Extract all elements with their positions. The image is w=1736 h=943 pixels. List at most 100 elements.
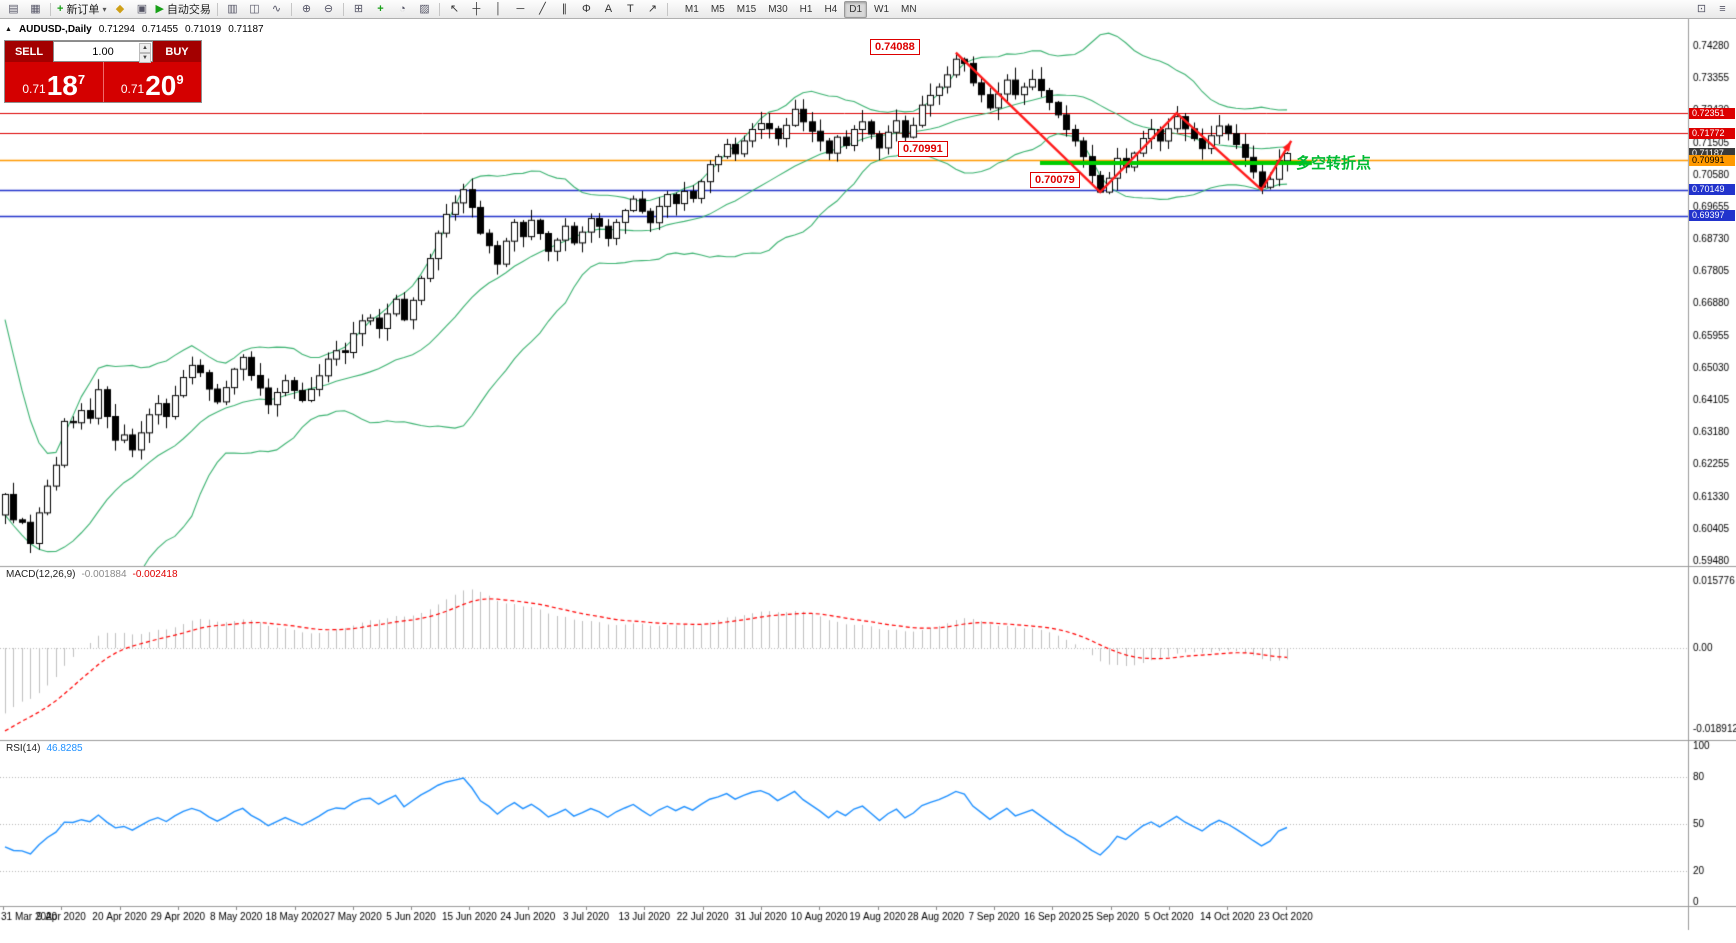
timeframe-m5-button[interactable]: M5 [710,3,725,15]
indicators-button[interactable]: + [370,1,391,17]
macd-signal-value: -0.002418 [132,569,178,580]
axis-badge-0.71772: 0.71772 [1689,127,1735,139]
fibonacci-button[interactable]: Φ [576,1,597,17]
lot-decrease-button[interactable]: ▼ [139,53,151,63]
cursor-button[interactable]: ↖ [444,1,465,17]
menu-icon: ≡ [1719,2,1726,15]
autotrading-label: 自动交易 [166,4,211,16]
trendline-icon: ╱ [539,2,546,15]
new-order-icon: + [57,2,64,15]
macd-name: MACD(12,26,9) [6,569,76,580]
docking-icon: ⊡ [1696,2,1707,15]
text-icon: A [604,2,613,15]
zoom-in-button[interactable]: ⊕ [296,1,317,17]
axis-badge-0.70149: 0.70149 [1689,184,1735,196]
timeframe-m30-button[interactable]: M30 [768,3,788,15]
horizontal-line-button[interactable]: ─ [510,1,531,17]
toolbar-separator [438,2,440,16]
periods-button[interactable]: ◔ [392,1,413,17]
buy-price-prefix: 0.71 [120,82,145,96]
toolbar-separator [666,2,668,16]
annotation-low-price[interactable]: 0.70079 [1030,172,1080,188]
templates-button[interactable]: ▨ [414,1,435,17]
macd-main-value: -0.001884 [81,569,127,580]
lot-size-input[interactable] [77,45,129,58]
zoom-out-button[interactable]: ⊖ [318,1,339,17]
timeframe-m15-button[interactable]: M15 [736,3,757,15]
bars-mode-button[interactable]: ▥ [222,1,243,17]
timeframe-m1-button[interactable]: M1 [684,3,699,15]
new-order-label: 新订单 [66,4,100,16]
autotrading-button[interactable]: ▶ 自动交易 [153,1,212,17]
periods-icon: ◔ [399,2,406,15]
timeframe-mn-button[interactable]: MN [901,3,917,15]
trendline-button[interactable]: ╱ [532,1,553,17]
horizontal-line-icon: ─ [516,2,525,15]
axis-badge-0.72351: 0.72351 [1689,107,1735,119]
profiles-button[interactable]: ▦ [25,1,46,17]
ohlc-high: 0.71455 [141,24,179,35]
symbol-period-label: AUDUSD-,Daily [18,24,92,35]
profiles-icon: ▦ [30,2,41,15]
rsi-name: RSI(14) [6,743,41,754]
axis-badge-0.69397: 0.69397 [1689,210,1735,222]
candles-mode-button[interactable]: ◫ [244,1,265,17]
rsi-header: RSI(14) 46.8285 [6,743,83,754]
macd-header: MACD(12,26,9) -0.001884 -0.002418 [6,569,178,580]
one-click-trading-panel: SELL ▲ ▼ BUY 0.71 18 7 0.71 20 9 [4,40,202,103]
text-label-button[interactable]: T [620,1,641,17]
buy-price-button[interactable]: 0.71 20 9 [104,62,202,102]
annotation-turning-point-note[interactable]: 多空转折点 [1296,155,1372,172]
fibonacci-icon: Φ [582,2,591,15]
buy-button[interactable]: BUY [153,41,201,62]
sell-price-button[interactable]: 0.71 18 7 [5,62,104,102]
annotation-support-price[interactable]: 0.70991 [898,141,948,157]
zoom-out-icon: ⊖ [323,2,334,15]
main-toolbar: ▤ ▦ + 新订单 ▾ ◆ ▣ ▶ 自动交易 ▥ ◫ ∿ ⊕ ⊖ ⊞ + ◔ ▨ ↖ ┼ │ ─ ╱ ∥ Φ A T ↗ M1 M5 M15… [0,0,1736,19]
lot-increase-button[interactable]: ▲ [139,43,151,53]
axis-badge-0.71187: 0.71187 [1689,148,1735,160]
mailbox-button[interactable]: ▣ [131,1,152,17]
toolbar-right-group: ⊡ ≡ [1691,1,1733,17]
timeframe-w1-button[interactable]: W1 [874,3,890,15]
toolbar-separator [216,2,218,16]
tile-windows-button[interactable]: ⊞ [348,1,369,17]
arrows-icon: ↗ [647,2,658,15]
indicators-icon: + [377,2,384,15]
candles-mode-icon: ◫ [249,2,260,15]
line-mode-button[interactable]: ∿ [266,1,287,17]
channel-button[interactable]: ∥ [554,1,575,17]
timeframe-group: M1 M5 M15 M30 H1 H4 D1 W1 MN [680,0,922,18]
ohlc-open: 0.71294 [98,24,135,35]
axis-badge-0.70991: 0.70991 [1689,154,1735,166]
sell-price-big: 18 [46,70,78,101]
sell-button[interactable]: SELL [5,41,53,62]
crosshair-icon: ┼ [472,2,481,15]
timeframe-h1-button[interactable]: H1 [799,3,813,15]
one-click-collapse-icon[interactable]: ▲ [5,26,12,33]
crosshair-button[interactable]: ┼ [466,1,487,17]
text-button[interactable]: A [598,1,619,17]
arrows-button[interactable]: ↗ [642,1,663,17]
ohlc-low: 0.71019 [185,24,222,35]
menu-button[interactable]: ≡ [1712,1,1733,17]
new-chart-button[interactable]: ▤ [3,1,24,17]
cursor-icon: ↖ [449,2,460,15]
buy-price-big: 20 [145,70,177,101]
timeframe-h4-button[interactable]: H4 [824,3,838,15]
rsi-value: 46.8285 [46,743,83,754]
new-order-button[interactable]: + 新订单 ▾ [55,1,108,17]
channel-icon: ∥ [561,2,568,15]
sell-price-prefix: 0.71 [22,82,46,96]
vertical-line-button[interactable]: │ [488,1,509,17]
docking-button[interactable]: ⊡ [1691,1,1712,17]
line-mode-icon: ∿ [271,2,282,15]
annotation-peak-price[interactable]: 0.74088 [870,39,920,55]
timeframe-d1-button[interactable]: D1 [844,0,868,18]
bars-mode-icon: ▥ [227,2,238,15]
alerts-button[interactable]: ◆ [109,1,130,17]
lot-field: ▲ ▼ [53,41,153,63]
toolbar-separator [50,2,51,16]
